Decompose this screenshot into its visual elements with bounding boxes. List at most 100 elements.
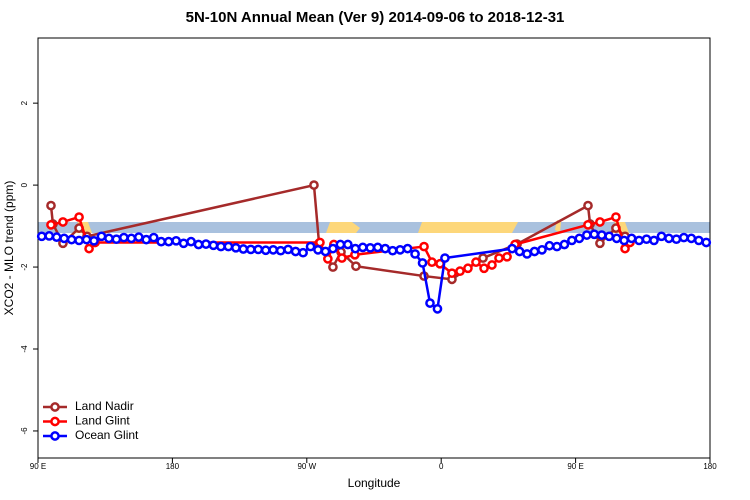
point [552, 241, 562, 252]
point [634, 235, 644, 246]
point [186, 236, 196, 247]
point [193, 239, 204, 250]
point [596, 230, 607, 240]
point [133, 232, 144, 242]
plot-frame [37, 37, 711, 459]
point [507, 243, 517, 254]
point [283, 244, 293, 255]
y-tick-label: -2 [20, 263, 29, 271]
point [649, 235, 659, 246]
point [320, 246, 331, 257]
point [432, 303, 443, 314]
point [425, 298, 435, 308]
point [328, 243, 338, 254]
point [641, 234, 652, 245]
point [440, 253, 450, 263]
point [611, 233, 622, 244]
point [298, 247, 308, 258]
point [447, 268, 457, 279]
x-axis-label: Longitude [348, 476, 401, 490]
point [611, 212, 621, 222]
point [365, 242, 376, 253]
point [417, 258, 428, 268]
point [514, 246, 525, 257]
land-mask [38, 220, 710, 233]
point [323, 254, 333, 264]
point [679, 232, 689, 243]
point [126, 233, 137, 244]
point [494, 253, 504, 263]
point [410, 249, 420, 259]
y-axis-label: XCO2 - MLO trend (ppm) [2, 181, 16, 316]
point [46, 200, 56, 211]
point [471, 257, 481, 267]
point [66, 234, 77, 245]
x-tick-label: 90 E [30, 462, 46, 471]
point [309, 180, 319, 190]
point [208, 240, 219, 251]
point [260, 245, 271, 256]
point [111, 234, 122, 245]
point [81, 234, 92, 245]
point [701, 237, 712, 248]
point [315, 237, 325, 248]
point [595, 238, 605, 249]
legend-label: Land Nadir [75, 399, 134, 413]
point [478, 253, 488, 263]
y-tick-label: -6 [20, 427, 29, 435]
point [51, 232, 62, 242]
point [74, 212, 84, 222]
point [583, 200, 593, 211]
point [589, 229, 600, 240]
point [671, 234, 682, 245]
point [487, 260, 497, 270]
point [36, 231, 47, 242]
point [335, 239, 346, 250]
point [343, 239, 353, 250]
point [502, 251, 512, 262]
point [141, 234, 152, 245]
y-tick-label: 2 [20, 100, 29, 105]
point [231, 242, 241, 253]
point [328, 262, 338, 272]
point [74, 235, 84, 246]
point [380, 243, 391, 254]
point [245, 244, 256, 255]
point [313, 244, 323, 255]
legend-marker [50, 402, 60, 412]
x-tick-label: 90 W [297, 462, 316, 471]
point [656, 231, 667, 242]
point [595, 217, 605, 227]
point [686, 233, 697, 244]
point [529, 246, 540, 257]
point [693, 235, 704, 246]
point [544, 240, 555, 251]
point [96, 231, 107, 242]
y-tick-label: 0 [20, 182, 29, 187]
point [372, 242, 383, 253]
point [253, 244, 264, 255]
chart-title: 5N-10N Annual Mean (Ver 9) 2014-09-06 to… [186, 9, 565, 26]
point [223, 241, 234, 252]
x-tick-label: 180 [703, 462, 717, 471]
point [305, 241, 316, 252]
x-tick-label: 90 E [567, 462, 583, 471]
point [58, 217, 68, 227]
point [581, 230, 592, 240]
point [163, 236, 174, 247]
point [275, 245, 286, 256]
point [357, 242, 368, 253]
point [522, 249, 532, 259]
point [178, 238, 189, 249]
point [46, 219, 56, 230]
point [201, 239, 211, 249]
point [559, 239, 570, 250]
point [664, 233, 674, 244]
point [427, 257, 437, 267]
legend-label: Ocean Glint [75, 428, 139, 442]
point [84, 243, 94, 254]
legend-label: Land Glint [75, 414, 130, 428]
point [268, 244, 279, 255]
point [351, 261, 361, 272]
